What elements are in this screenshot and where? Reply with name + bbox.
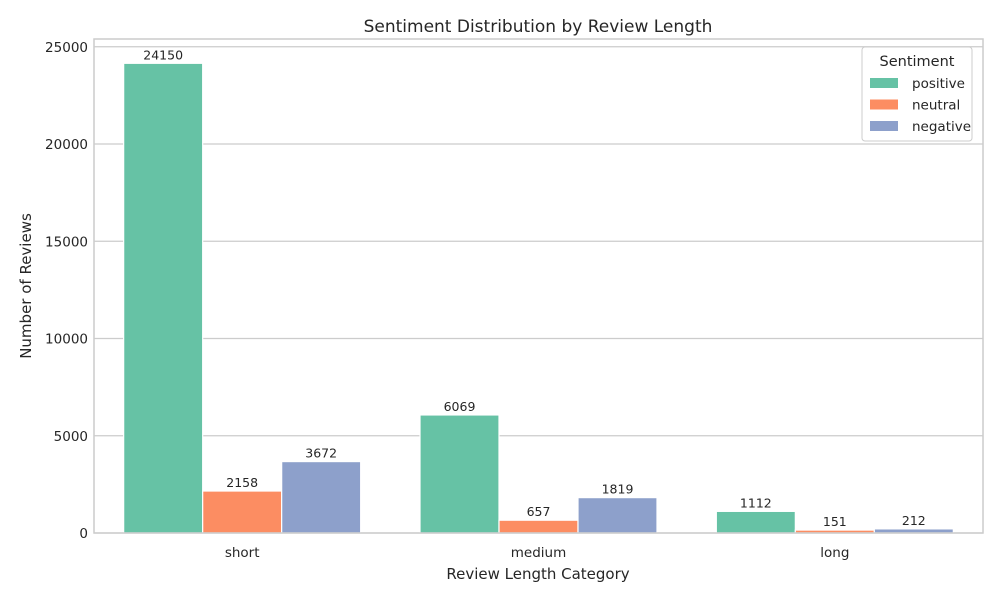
x-tick-label: long — [820, 545, 849, 561]
y-tick-label: 5000 — [54, 429, 88, 445]
data-label: 3672 — [305, 446, 337, 461]
legend-title: Sentiment — [880, 54, 955, 70]
y-tick-label: 20000 — [45, 137, 88, 153]
chart-title: Sentiment Distribution by Review Length — [364, 17, 713, 37]
y-tick-label: 25000 — [45, 40, 88, 56]
legend: Sentiment positive neutral negative — [861, 46, 973, 142]
legend-swatch-positive — [870, 78, 898, 88]
y-tick-label: 15000 — [45, 234, 88, 250]
bar-negative-medium — [577, 497, 658, 534]
axes: 0 5000 10000 15000 20000 25000 short medium long — [45, 38, 984, 561]
data-label: 6069 — [444, 399, 476, 414]
data-label: 1819 — [602, 482, 634, 497]
legend-swatch-neutral — [870, 99, 898, 110]
bar-neutral-medium — [498, 519, 579, 534]
y-tick-label: 10000 — [45, 332, 88, 348]
data-label: 212 — [902, 513, 926, 528]
plot-frame — [93, 38, 984, 534]
grid-lines — [94, 46, 983, 534]
bar-positive-short — [123, 62, 204, 534]
y-tick-label: 0 — [79, 526, 88, 542]
data-labels: 24150 2158 3672 6069 657 1819 1112 151 212 — [143, 47, 925, 529]
bars — [123, 62, 954, 534]
bar-negative-short — [281, 460, 362, 534]
x-tick-label: short — [225, 545, 260, 561]
data-label: 2158 — [226, 475, 258, 490]
bar-positive-long — [715, 510, 796, 534]
x-axis-label: Review Length Category — [446, 565, 629, 583]
legend-label-positive: positive — [912, 76, 965, 92]
legend-box — [861, 46, 973, 142]
data-label: 151 — [823, 514, 847, 529]
x-tick-label: medium — [511, 545, 566, 561]
data-label: 24150 — [143, 47, 183, 62]
y-axis-label: Number of Reviews — [17, 213, 35, 359]
bar-positive-medium — [419, 414, 500, 534]
data-label: 1112 — [740, 495, 772, 510]
legend-swatch-negative — [870, 121, 898, 131]
legend-label-negative: negative — [912, 119, 971, 135]
legend-label-neutral: neutral — [912, 98, 960, 114]
data-label: 657 — [527, 504, 551, 519]
bar-neutral-short — [202, 490, 283, 534]
